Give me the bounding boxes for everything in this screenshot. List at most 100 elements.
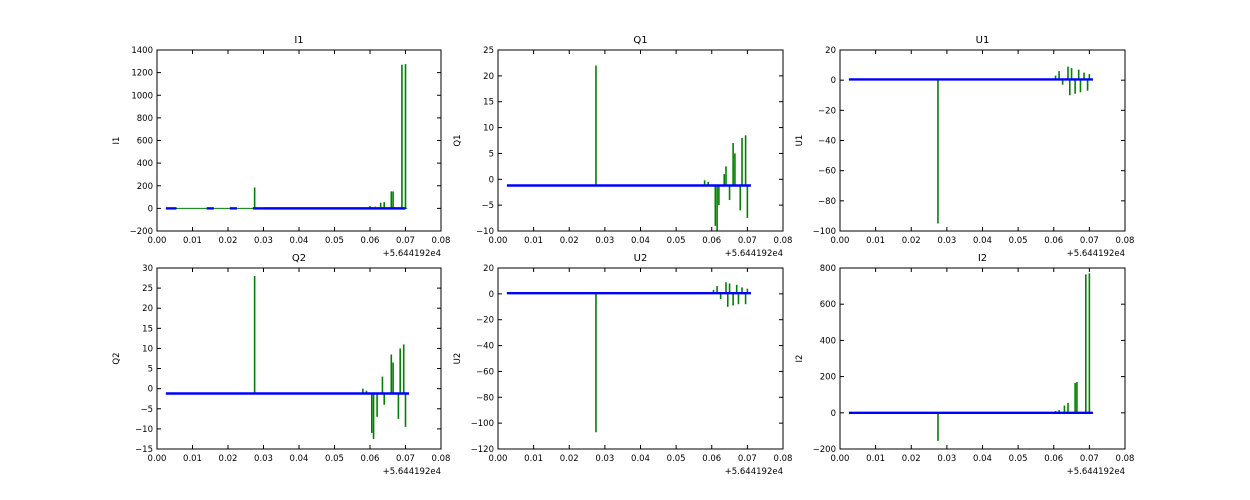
subplot-q1: 0.00 0.01 0.02 0.03 0.04 0.05 0.06 0.07 0.08 25 20…: [453, 35, 792, 259]
y-tick-label: 0: [489, 175, 494, 185]
plot-area: [848, 66, 1093, 224]
subplot-u2: 0.00 0.01 0.02 0.03 0.04 0.05 0.06 0.07 0.08 20 0 −…: [453, 253, 792, 477]
y-tick-label: 0: [148, 385, 153, 395]
subplot-title: U2: [634, 253, 648, 264]
x-tick-label: 0.00: [489, 454, 508, 464]
y-tick-label: 1400: [131, 46, 153, 56]
x-tick-label: 0.05: [325, 236, 344, 246]
x-tick-label: 0.05: [667, 236, 686, 246]
y-tick-label: −100: [471, 419, 494, 429]
y-tick-label: 600: [820, 300, 836, 310]
x-tick-label: 0.03: [595, 454, 614, 464]
plot-area: [165, 276, 410, 439]
x-tick-label: 0.01: [866, 236, 885, 246]
x-tick-label: 0.07: [738, 454, 757, 464]
y-tick-label: 5: [489, 149, 494, 159]
subplot-i2: 0.00 0.01 0.02 0.03 0.04 0.05 0.06 0.07 0.08 800 6…: [795, 253, 1134, 477]
x-tick-label: 0.00: [148, 236, 167, 246]
y-axis-label: Q1: [453, 134, 463, 146]
x-tick-label: 0.01: [866, 454, 885, 464]
y-tick-label: −120: [471, 445, 494, 455]
x-tick-label: 0.06: [361, 454, 380, 464]
y-tick-label: 25: [483, 46, 494, 56]
x-tick-label: 0.07: [1080, 454, 1099, 464]
x-tick-label: 0.00: [489, 236, 508, 246]
x-tick-label: 0.02: [902, 454, 921, 464]
x-offset-label: +5.644192e4: [725, 249, 783, 259]
x-tick-label: 0.08: [432, 236, 451, 246]
x-tick-label: 0.07: [396, 454, 415, 464]
y-tick-label: −40: [476, 342, 494, 352]
x-tick-label: 0.08: [432, 454, 451, 464]
x-tick-label: 0.04: [631, 454, 650, 464]
y-tick-label: 600: [137, 137, 153, 147]
x-tick-label: 0.06: [361, 236, 380, 246]
y-tick-label: 200: [820, 373, 836, 383]
x-tick-label: 0.05: [1009, 236, 1028, 246]
x-tick-label: 0.01: [183, 236, 202, 246]
y-tick-label: −15: [135, 445, 153, 455]
y-tick-label: 800: [137, 114, 153, 124]
y-axis-label: I1: [112, 137, 122, 145]
x-tick-label: 0.07: [738, 236, 757, 246]
y-tick-label: −80: [818, 197, 836, 207]
plot-area: [506, 65, 751, 231]
x-tick-label: 0.03: [254, 236, 273, 246]
subplot-title: I2: [978, 253, 987, 264]
x-tick-label: 0.01: [524, 236, 543, 246]
x-tick-label: 0.00: [831, 236, 850, 246]
y-axis-label: U1: [795, 135, 805, 147]
subplot-u1: 0.00 0.01 0.02 0.03 0.04 0.05 0.06 0.07 0.08 20 0 −…: [795, 35, 1134, 259]
x-offset-label: +5.644192e4: [725, 467, 783, 477]
plot-area: [848, 273, 1093, 441]
x-offset-label: +5.644192e4: [383, 467, 441, 477]
y-tick-label: −60: [476, 367, 494, 377]
y-tick-label: 20: [483, 264, 494, 274]
x-tick-label: 0.01: [183, 454, 202, 464]
subplot-title: I1: [294, 35, 303, 46]
y-tick-label: −10: [135, 425, 153, 435]
x-tick-label: 0.04: [631, 236, 650, 246]
x-tick-label: 0.03: [595, 236, 614, 246]
y-tick-label: 800: [820, 264, 836, 274]
x-tick-label: 0.04: [973, 236, 992, 246]
subplot-i1: 0.00 0.01 0.02 0.03 0.04 0.05 0.06 0.07 0.08 1400…: [112, 35, 450, 259]
y-tick-label: 25: [142, 284, 153, 294]
plot-area: [165, 64, 408, 210]
y-tick-label: 0: [831, 409, 836, 419]
x-tick-label: 0.05: [667, 454, 686, 464]
y-tick-label: −100: [813, 227, 836, 237]
x-tick-label: 0.08: [774, 236, 793, 246]
x-tick-label: 0.06: [1044, 236, 1063, 246]
subplot-title: Q2: [292, 253, 306, 264]
x-tick-label: 0.05: [1009, 454, 1028, 464]
y-tick-label: 20: [142, 304, 153, 314]
x-tick-label: 0.07: [396, 236, 415, 246]
subplot-q2: 0.00 0.01 0.02 0.03 0.04 0.05 0.06 0.07 0.08 30 25…: [112, 253, 450, 477]
y-tick-label: 1000: [131, 91, 153, 101]
y-tick-label: 15: [142, 324, 153, 334]
x-tick-label: 0.07: [1080, 236, 1099, 246]
y-tick-label: −5: [140, 405, 153, 415]
y-tick-label: −10: [476, 227, 494, 237]
x-tick-label: 0.03: [937, 454, 956, 464]
subplot-title: U1: [976, 35, 990, 46]
y-tick-label: 0: [489, 290, 494, 300]
y-tick-label: 400: [820, 336, 836, 346]
y-tick-label: 15: [483, 98, 494, 108]
x-tick-label: 0.06: [702, 454, 721, 464]
y-tick-label: 0: [148, 204, 153, 214]
y-tick-label: −200: [813, 445, 836, 455]
x-offset-label: +5.644192e4: [1067, 467, 1125, 477]
x-tick-label: 0.00: [148, 454, 167, 464]
y-tick-label: 30: [142, 264, 153, 274]
y-tick-label: 10: [483, 124, 494, 134]
y-tick-label: −200: [130, 227, 153, 237]
x-offset-label: +5.644192e4: [1067, 249, 1125, 259]
x-offset-label: +5.644192e4: [383, 249, 441, 259]
x-tick-label: 0.06: [702, 236, 721, 246]
x-tick-label: 0.08: [1116, 236, 1135, 246]
y-axis-label: U2: [453, 353, 463, 365]
y-tick-label: −80: [476, 393, 494, 403]
y-tick-label: −40: [818, 137, 836, 147]
